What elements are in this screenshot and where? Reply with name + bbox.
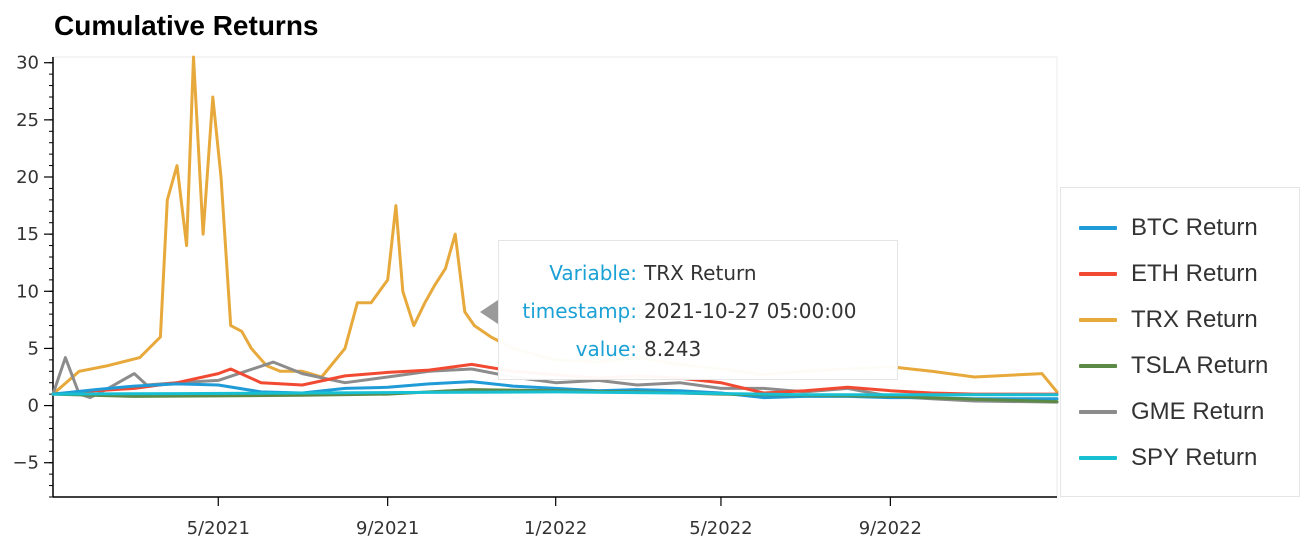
y-tick-label: 30 [16,53,39,74]
tooltip-pointer [480,300,498,324]
tooltip-row-value: value: 8.243 [499,337,899,367]
legend-label-tsla: TSLA Return [1131,352,1269,379]
legend-label-spy: SPY Return [1131,444,1258,471]
legend-item-trx[interactable]: TRX Return [1079,305,1258,335]
tooltip-value-timestamp: 2021-10-27 05:00:00 [644,299,857,323]
legend-swatch-tsla [1079,364,1117,368]
hover-tooltip: Variable: TRX Return timestamp: 2021-10-… [498,240,898,380]
x-tick-label: 5/2022 [689,518,752,539]
tooltip-value-value: 8.243 [644,337,702,361]
legend-swatch-btc [1079,226,1117,230]
x-tick-label: 9/2022 [859,518,922,539]
y-tick-label: 25 [16,110,39,131]
legend-item-tsla[interactable]: TSLA Return [1079,351,1268,381]
y-tick-label: 15 [16,224,39,245]
tooltip-key-value: value: [575,337,637,361]
legend-item-btc[interactable]: BTC Return [1079,213,1258,243]
tooltip-row-timestamp: timestamp: 2021-10-27 05:00:00 [499,299,899,329]
series-line-spy-return[interactable] [51,390,1059,397]
y-tick-label: 10 [16,281,39,302]
legend-label-gme: GME Return [1131,398,1265,425]
legend-swatch-trx [1079,318,1117,322]
legend-item-spy[interactable]: SPY Return [1079,443,1257,473]
legend-swatch-eth [1079,272,1117,276]
y-axis-ticks: −5 0 5 10 15 20 25 30 [12,53,53,498]
legend-item-eth[interactable]: ETH Return [1079,259,1258,289]
tooltip-key-timestamp: timestamp: [522,299,637,323]
tooltip-key-variable: Variable: [549,261,637,285]
chart-title: Cumulative Returns [54,10,319,41]
legend-item-gme[interactable]: GME Return [1079,397,1264,427]
tooltip-value-variable: TRX Return [644,261,757,285]
y-tick-label: 5 [28,338,39,359]
legend-swatch-gme [1079,410,1117,414]
legend-label-eth: ETH Return [1131,260,1258,287]
legend-label-btc: BTC Return [1131,214,1258,241]
chart-legend[interactable]: BTC Return ETH Return TRX Return TSLA Re… [1060,187,1300,497]
x-tick-label: 1/2022 [524,518,587,539]
x-tick-label: 9/2021 [356,518,419,539]
y-tick-label: 20 [16,167,39,188]
x-axis-ticks: 5/2021 9/2021 1/2022 5/2022 9/2022 [187,497,922,539]
tooltip-row-variable: Variable: TRX Return [499,261,899,291]
x-tick-label: 5/2021 [187,518,250,539]
legend-swatch-spy [1079,456,1117,460]
y-tick-label: 0 [28,396,39,417]
legend-label-trx: TRX Return [1131,306,1258,333]
y-tick-label: −5 [12,453,39,474]
